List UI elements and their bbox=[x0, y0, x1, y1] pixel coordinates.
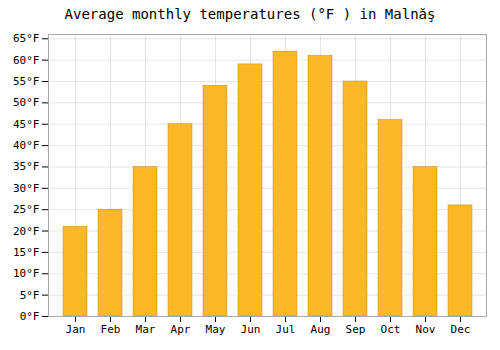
svg-text:Jun: Jun bbox=[241, 323, 261, 336]
svg-text:40°F: 40°F bbox=[13, 139, 40, 152]
svg-text:10°F: 10°F bbox=[13, 267, 40, 280]
svg-text:Nov: Nov bbox=[416, 323, 436, 336]
svg-text:30°F: 30°F bbox=[13, 182, 40, 195]
svg-text:Dec: Dec bbox=[451, 323, 471, 336]
svg-text:Aug: Aug bbox=[311, 323, 331, 336]
svg-text:20°F: 20°F bbox=[13, 225, 40, 238]
svg-text:Sep: Sep bbox=[346, 323, 366, 336]
svg-text:5°F: 5°F bbox=[20, 289, 40, 302]
svg-text:May: May bbox=[206, 323, 226, 336]
svg-text:25°F: 25°F bbox=[13, 203, 40, 216]
svg-text:Apr: Apr bbox=[171, 323, 191, 336]
svg-text:60°F: 60°F bbox=[13, 54, 40, 67]
svg-text:Feb: Feb bbox=[101, 323, 121, 336]
svg-text:65°F: 65°F bbox=[13, 32, 40, 45]
svg-text:Mar: Mar bbox=[136, 323, 156, 336]
svg-text:Jan: Jan bbox=[66, 323, 86, 336]
svg-text:0°F: 0°F bbox=[20, 310, 40, 323]
svg-text:15°F: 15°F bbox=[13, 246, 40, 259]
svg-text:Jul: Jul bbox=[276, 323, 296, 336]
html-text:Average monthly temperatures (: Average monthly temperatures (°F ) in Ma… bbox=[64, 6, 436, 22]
svg-text:45°F: 45°F bbox=[13, 118, 40, 131]
svg-text:55°F: 55°F bbox=[13, 75, 40, 88]
svg-text:50°F: 50°F bbox=[13, 96, 40, 109]
svg-text:Oct: Oct bbox=[381, 323, 401, 336]
svg-text:35°F: 35°F bbox=[13, 160, 40, 173]
